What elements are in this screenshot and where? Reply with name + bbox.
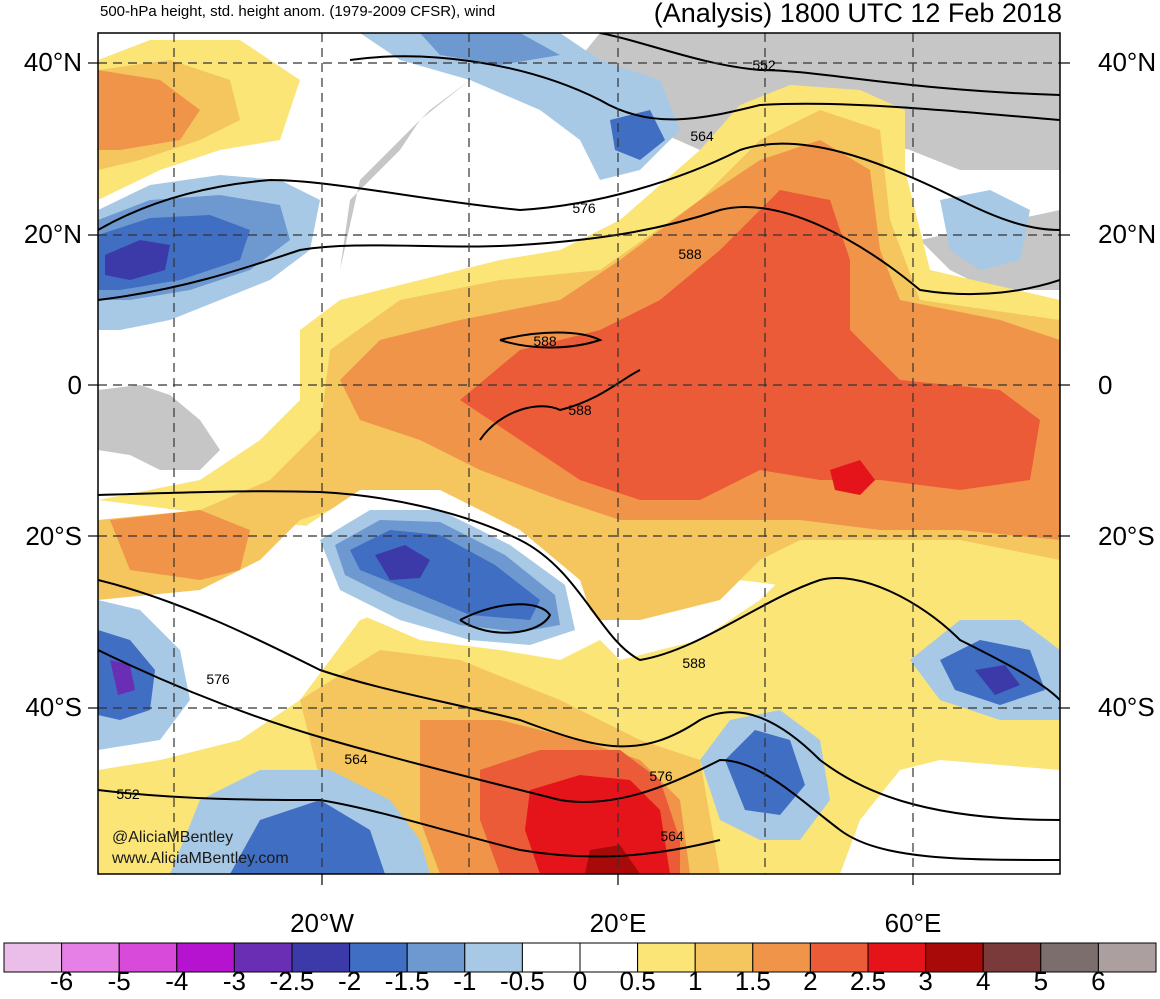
contour-label: 552 xyxy=(752,57,776,73)
colorbar-swatch xyxy=(694,942,754,973)
colorbar-swatch xyxy=(233,942,293,973)
contour-label: 552 xyxy=(116,786,140,802)
colorbar-swatch xyxy=(521,942,581,973)
lat-label-right: 20°N xyxy=(1098,219,1157,249)
colorbar-label: 5 xyxy=(1033,966,1049,996)
colorbar-swatch xyxy=(1097,942,1157,973)
lat-label-right: 40°S xyxy=(1098,692,1155,722)
colorbar-label: -3 xyxy=(222,966,246,996)
lat-label-right: 20°S xyxy=(1098,521,1155,551)
colorbar-label: -2.5 xyxy=(269,966,315,996)
colorbar-label: -5 xyxy=(107,966,131,996)
colorbar-label: 0.5 xyxy=(619,966,656,996)
colorbar-label: -1.5 xyxy=(384,966,430,996)
colorbar-label: -4 xyxy=(165,966,189,996)
colorbar-label: 0 xyxy=(572,966,588,996)
contour-labels: 552 564 576 588 588 588 588 576 564 552 … xyxy=(116,57,776,844)
colorbar-label: 2.5 xyxy=(849,966,887,996)
anom-neg-mediterranean-2 xyxy=(420,33,560,65)
colorbar-swatch xyxy=(925,942,984,973)
anom-neg-east-3 xyxy=(975,665,1020,695)
colorbar-label: 4 xyxy=(975,966,991,996)
anomaly-field xyxy=(98,33,1060,874)
land-south-america xyxy=(98,385,220,470)
colorbar-swatch xyxy=(809,942,869,973)
anom-pos-5b xyxy=(830,460,875,495)
contour-label: 564 xyxy=(660,828,684,844)
contour-label: 588 xyxy=(533,333,557,349)
contour-label: 588 xyxy=(682,655,706,671)
anom-neg-south-atlantic-4 xyxy=(375,545,430,580)
credit-url: www.AliciaMBentley.com xyxy=(112,850,289,867)
colorbar-label: 1.5 xyxy=(734,966,771,996)
anom-neg-southwest-2 xyxy=(230,800,385,874)
colorbar-swatch xyxy=(3,942,63,973)
chart-title: (Analysis) 1800 UTC 12 Feb 2018 xyxy=(653,0,1062,28)
height-contours xyxy=(98,33,1060,861)
colorbar-swatch xyxy=(1040,942,1099,973)
lon-label: 60°E xyxy=(884,908,942,938)
colorbar-swatch xyxy=(982,942,1042,973)
lat-label-left: 20°N xyxy=(23,219,82,249)
colorbar-swatch xyxy=(118,942,178,973)
contour-label: 588 xyxy=(678,246,702,262)
lon-label: 20°E xyxy=(589,908,647,938)
colorbar-label: -2 xyxy=(338,966,362,996)
colorbar xyxy=(3,942,1157,973)
colorbar-label: -6 xyxy=(50,966,74,996)
colorbar-swatch xyxy=(867,942,927,973)
anom-neg-mediterranean-3 xyxy=(610,110,665,160)
colorbar-swatch xyxy=(61,942,120,973)
colorbar-label: 3 xyxy=(918,966,933,996)
colorbar-swatch xyxy=(406,942,466,973)
chart-subtitle: 500-hPa height, std. height anom. (1979-… xyxy=(100,3,496,20)
colorbar-swatch xyxy=(176,942,235,973)
colorbar-label: 6 xyxy=(1091,966,1106,996)
lat-label-right: 40°N xyxy=(1098,47,1157,77)
contour-label: 576 xyxy=(649,768,673,784)
anom-pos-3d xyxy=(110,510,250,580)
colorbar-label: -0.5 xyxy=(499,966,545,996)
lat-label-left: 0 xyxy=(67,370,82,400)
colorbar-swatch xyxy=(637,942,696,973)
lat-label-left: 40°N xyxy=(23,47,82,77)
colorbar-swatch xyxy=(752,942,811,973)
credit-handle: @AliciaMBentley xyxy=(112,829,234,846)
lat-label-left: 40°S xyxy=(25,692,82,722)
lat-lon-grid xyxy=(98,33,1060,874)
anom-neg-mediterranean xyxy=(360,33,680,180)
contour-label: 588 xyxy=(568,402,592,418)
contour-label: 576 xyxy=(572,200,596,216)
colorbar-label: 2 xyxy=(803,966,818,996)
contour-label: 576 xyxy=(206,671,230,687)
axis-ticks xyxy=(88,62,1070,885)
colorbar-label: 1 xyxy=(687,966,703,996)
contour-label: 564 xyxy=(690,128,714,144)
colorbar-label: -1 xyxy=(453,966,477,996)
lat-label-left: 20°S xyxy=(25,521,82,551)
map-frame xyxy=(97,32,1061,875)
lon-label: 20°W xyxy=(290,908,354,938)
contour-label: 564 xyxy=(344,751,368,767)
lat-label-right: 0 xyxy=(1098,370,1113,400)
anom-pos-6 xyxy=(585,845,640,874)
anom-neg-west-3 xyxy=(110,660,135,695)
anom-pos-4 xyxy=(460,190,1040,500)
land-north-africa-europe xyxy=(340,33,1060,270)
anom-neg-atlantic-north-4 xyxy=(105,240,170,280)
anom-neg-arabia xyxy=(940,190,1030,270)
